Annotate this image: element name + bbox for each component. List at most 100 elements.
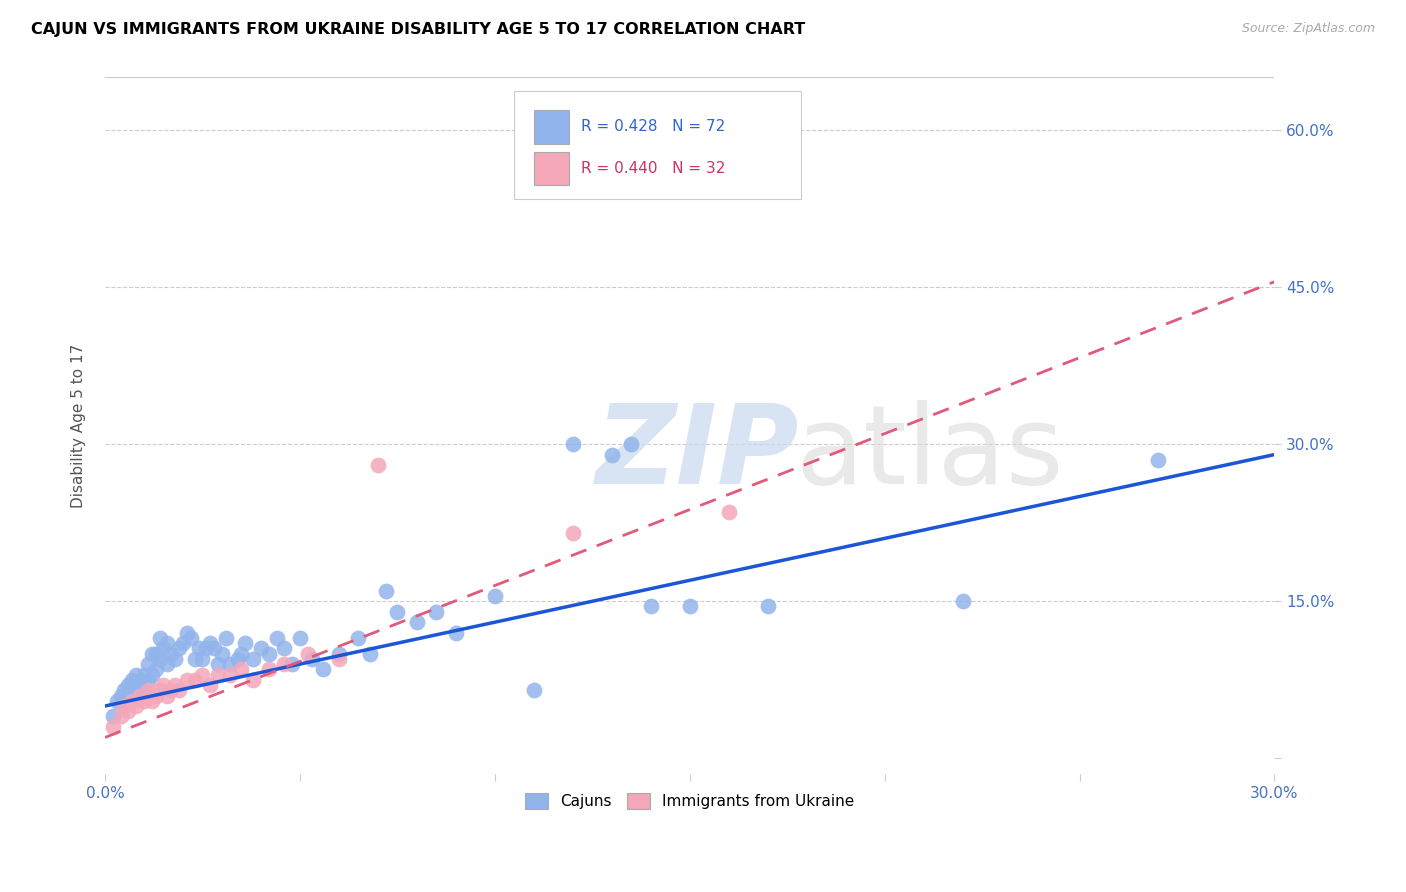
Point: [620, 437, 643, 451]
Point: [125, 667, 148, 681]
Point: [172, 636, 194, 650]
Point: [281, 657, 304, 672]
Point: [717, 505, 740, 519]
Point: [145, 662, 167, 676]
Text: R = 0.428   N = 72: R = 0.428 N = 72: [581, 120, 725, 135]
Point: [160, 647, 183, 661]
Point: [215, 631, 238, 645]
Point: [141, 667, 163, 681]
Point: [110, 709, 132, 723]
Point: [756, 599, 779, 614]
Point: [156, 689, 179, 703]
Point: [187, 641, 209, 656]
Point: [167, 683, 190, 698]
Point: [114, 683, 136, 698]
Point: [640, 599, 662, 614]
Point: [257, 662, 280, 676]
Point: [129, 673, 152, 687]
Point: [191, 667, 214, 681]
Point: [328, 652, 350, 666]
Point: [117, 678, 139, 692]
Point: [183, 652, 205, 666]
Text: ZIP: ZIP: [596, 401, 800, 508]
Point: [152, 641, 174, 656]
Point: [328, 647, 350, 661]
Point: [114, 699, 136, 714]
Point: [121, 689, 143, 703]
Point: [156, 636, 179, 650]
Point: [250, 641, 273, 656]
Point: [200, 636, 222, 650]
Point: [242, 652, 264, 666]
Point: [125, 699, 148, 714]
Point: [117, 694, 139, 708]
Text: CAJUN VS IMMIGRANTS FROM UKRAINE DISABILITY AGE 5 TO 17 CORRELATION CHART: CAJUN VS IMMIGRANTS FROM UKRAINE DISABIL…: [31, 22, 806, 37]
Point: [145, 689, 167, 703]
FancyBboxPatch shape: [534, 111, 569, 144]
Point: [141, 647, 163, 661]
Point: [374, 583, 396, 598]
Point: [347, 631, 370, 645]
Point: [152, 678, 174, 692]
Point: [679, 599, 702, 614]
Point: [132, 683, 155, 698]
Point: [183, 673, 205, 687]
Point: [405, 615, 427, 630]
Point: [273, 657, 295, 672]
Point: [117, 704, 139, 718]
Point: [101, 709, 124, 723]
Point: [121, 673, 143, 687]
Point: [211, 647, 233, 661]
Point: [218, 657, 240, 672]
Point: [218, 667, 240, 681]
Point: [523, 683, 546, 698]
Point: [561, 526, 583, 541]
Point: [129, 689, 152, 703]
Text: R = 0.440   N = 32: R = 0.440 N = 32: [581, 161, 725, 177]
Point: [444, 625, 467, 640]
Point: [145, 647, 167, 661]
Point: [129, 678, 152, 692]
Point: [207, 657, 229, 672]
Point: [202, 641, 225, 656]
Point: [952, 594, 974, 608]
Text: Source: ZipAtlas.com: Source: ZipAtlas.com: [1241, 22, 1375, 36]
Point: [484, 589, 506, 603]
FancyBboxPatch shape: [534, 152, 569, 186]
Point: [367, 458, 389, 472]
Text: atlas: atlas: [794, 401, 1063, 508]
Point: [297, 647, 319, 661]
Point: [165, 678, 187, 692]
Point: [226, 652, 249, 666]
Point: [136, 683, 159, 698]
Point: [231, 647, 253, 661]
FancyBboxPatch shape: [515, 91, 801, 199]
Point: [231, 662, 253, 676]
Point: [105, 694, 128, 708]
Point: [425, 605, 447, 619]
Point: [242, 673, 264, 687]
Point: [312, 662, 335, 676]
Point: [195, 641, 218, 656]
Point: [180, 631, 202, 645]
Point: [141, 694, 163, 708]
Point: [233, 636, 256, 650]
Point: [301, 652, 323, 666]
Point: [600, 448, 623, 462]
Point: [257, 647, 280, 661]
Point: [114, 699, 136, 714]
Point: [387, 605, 409, 619]
Point: [167, 641, 190, 656]
Y-axis label: Disability Age 5 to 17: Disability Age 5 to 17: [72, 343, 86, 508]
Point: [101, 720, 124, 734]
Point: [273, 641, 295, 656]
Point: [1146, 453, 1168, 467]
Legend: Cajuns, Immigrants from Ukraine: Cajuns, Immigrants from Ukraine: [519, 787, 860, 815]
Point: [176, 673, 198, 687]
Point: [132, 667, 155, 681]
Point: [176, 625, 198, 640]
Point: [266, 631, 288, 645]
Point: [207, 667, 229, 681]
Point: [148, 652, 170, 666]
Point: [125, 683, 148, 698]
